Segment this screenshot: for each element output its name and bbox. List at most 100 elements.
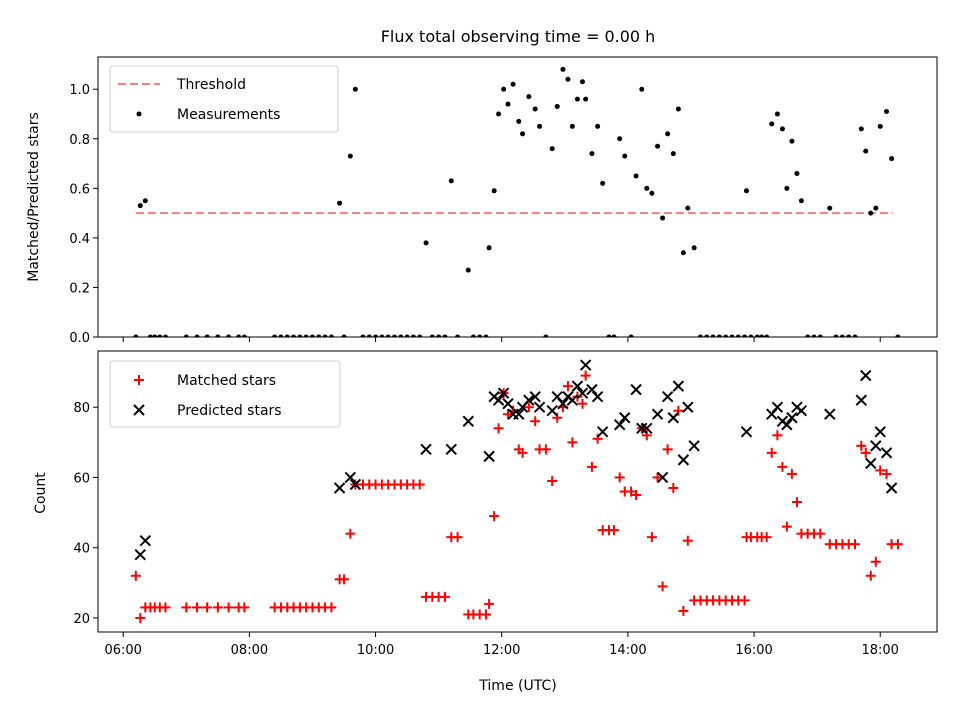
measurement-point <box>322 334 328 337</box>
measurement-point <box>520 131 526 137</box>
bottom-xtick-label: 06:00 <box>104 643 141 658</box>
matched-star-point <box>865 570 876 581</box>
measurement-point <box>889 156 895 162</box>
measurements-legend-marker <box>136 111 142 117</box>
measurement-point <box>644 185 650 191</box>
matched-star-point <box>540 444 551 455</box>
measurement-point <box>873 205 879 211</box>
predicted-star-point <box>688 440 700 452</box>
measurement-point <box>309 334 315 337</box>
matched-star-point <box>202 602 213 613</box>
measurement-point <box>754 334 760 337</box>
matched-star-point <box>489 511 500 522</box>
predicted-star-point <box>781 419 793 431</box>
bottom-xtick-label: 08:00 <box>231 643 268 658</box>
measurement-point <box>505 101 511 107</box>
matched-star-point <box>870 556 881 567</box>
predicted-star-point <box>771 401 784 413</box>
matched-star-point <box>860 447 871 458</box>
measurement-point <box>510 81 516 87</box>
bottom-ylabel: Count <box>33 472 49 514</box>
measurement-point <box>465 267 471 273</box>
matched-star-point <box>856 440 867 451</box>
top-legend-box <box>109 65 339 133</box>
bottom-ytick-label: 80 <box>73 401 90 416</box>
matched-star-point <box>892 539 903 550</box>
measurement-point <box>827 205 833 211</box>
predicted-star-point <box>795 405 808 417</box>
predicted-star-point <box>865 457 877 470</box>
measurement-point <box>858 126 864 132</box>
predicted-star-point <box>483 450 495 463</box>
predicted-star-point <box>824 408 836 420</box>
top-legend: Threshold Measurements <box>109 65 339 133</box>
matched-star-point <box>523 402 534 413</box>
matched-star-point <box>652 472 663 483</box>
measurement-point <box>423 240 429 246</box>
measurement-point <box>337 200 343 206</box>
bottom-axes-frame <box>97 350 938 633</box>
measurement-point <box>272 334 278 337</box>
predicted-star-point <box>533 401 546 413</box>
matched-star-point <box>791 497 802 508</box>
predicted-star-point <box>636 422 648 434</box>
matched-legend-marker <box>134 375 144 385</box>
measurement-point <box>600 180 606 186</box>
measurement-point <box>157 334 163 337</box>
measurement-point <box>839 334 845 337</box>
predicted-star-point <box>786 412 798 424</box>
measurement-point <box>366 334 372 337</box>
bottom-axes: 20 40 60 80 06:00 08:00 10:00 12:00 14:00 16:00 18… <box>73 350 938 658</box>
predicted-star-point <box>349 478 362 491</box>
measurement-point <box>442 334 448 337</box>
measurement-point <box>895 334 901 337</box>
matched-star-point <box>875 465 886 476</box>
measurement-point <box>628 334 634 337</box>
matched-star-point <box>192 602 203 613</box>
measurement-point <box>373 334 379 337</box>
measurement-point <box>565 76 571 82</box>
matched-star-point <box>567 437 578 448</box>
matched-star-point <box>849 539 860 550</box>
measurement-point <box>639 86 645 92</box>
measurement-point <box>723 334 729 337</box>
matched-star-point <box>772 430 783 441</box>
measurement-point <box>391 334 397 337</box>
matched-star-point <box>777 461 788 472</box>
predicted-star-point <box>874 426 886 438</box>
measurement-point <box>794 170 800 176</box>
measurement-point <box>833 334 839 337</box>
measurement-point <box>774 111 780 117</box>
legend-predicted-label: Predicted stars <box>177 403 282 419</box>
top-plot-area <box>133 66 901 337</box>
predicted-star-point <box>571 380 584 392</box>
measurement-point <box>764 334 770 337</box>
measurement-point <box>526 94 532 100</box>
measurement-point <box>759 334 765 337</box>
measurement-point <box>194 334 200 337</box>
predicted-star-point <box>529 390 541 403</box>
top-axes: 0.0 0.2 0.4 0.6 0.8 1.0 <box>69 56 938 346</box>
measurement-point <box>743 188 749 194</box>
predicted-star-point <box>672 380 685 392</box>
predicted-star-point <box>870 440 882 452</box>
predicted-star-point <box>682 401 694 413</box>
predicted-star-point <box>139 534 152 547</box>
matched-star-point <box>517 447 528 458</box>
measurement-point <box>477 334 483 337</box>
measurement-point <box>583 96 589 102</box>
predicted-star-point <box>630 383 642 396</box>
matched-star-point <box>577 398 588 409</box>
predicted-star-point <box>661 390 674 403</box>
predicted-star-point <box>667 412 680 424</box>
measurement-point <box>735 334 741 337</box>
matched-star-point <box>786 468 797 479</box>
measurement-point <box>742 334 748 337</box>
measurement-point <box>811 334 817 337</box>
matched-star-point <box>657 581 668 592</box>
measurement-point <box>360 334 366 337</box>
measurement-point <box>769 121 775 127</box>
measurement-point <box>316 334 322 337</box>
measurement-point <box>385 334 391 337</box>
matched-star-point <box>631 490 642 501</box>
